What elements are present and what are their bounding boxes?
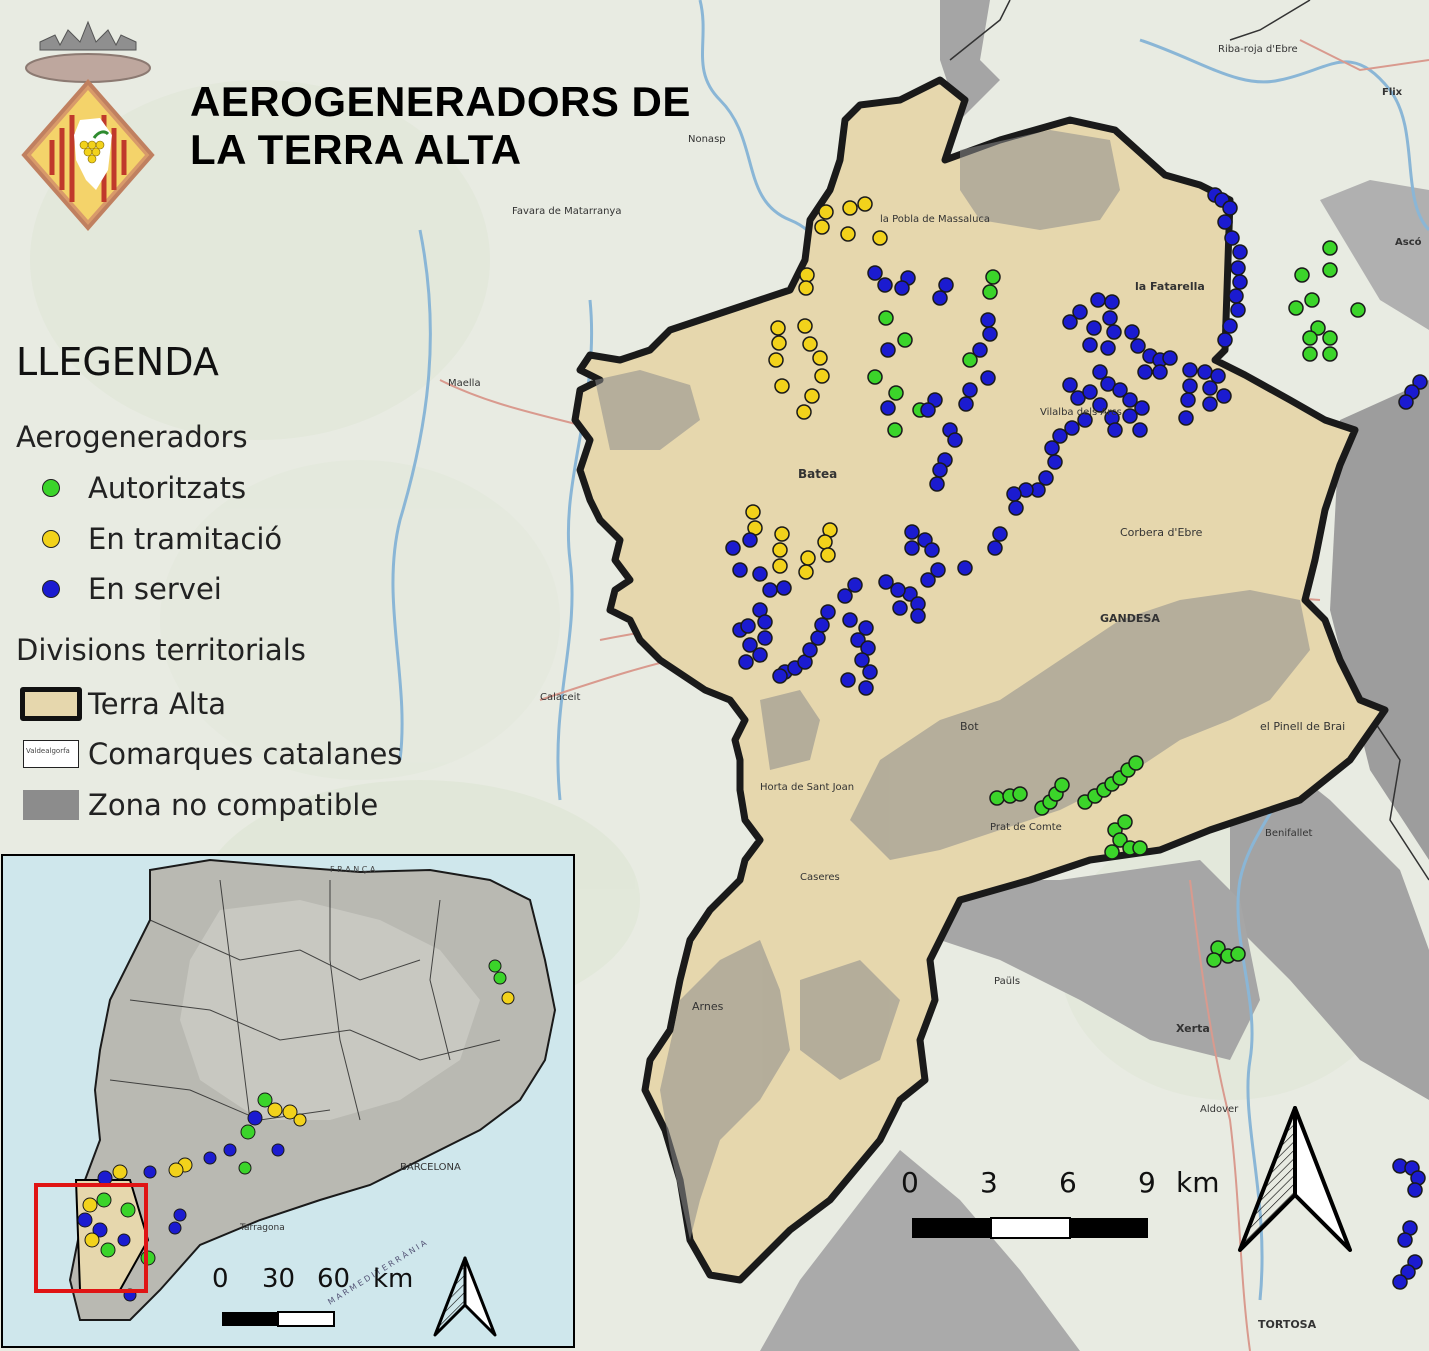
authorized-dot-icon [42,479,60,497]
north-arrow-icon [1238,1106,1352,1252]
label-flix: Flix [1382,87,1403,98]
comarques-swatch-icon: Valdealgorfa [23,740,79,768]
label-horta: Horta de Sant Joan [760,782,854,793]
terra-alta-swatch-icon [20,687,82,721]
legend-label-terra-alta: Terra Alta [88,687,226,721]
legend-item-authorized: Autoritzats [16,470,246,506]
legend-label-authorized: Autoritzats [88,471,247,505]
comarques-swatch-text: Valdealgorfa [26,747,70,755]
main-scale-unit: km [1176,1166,1220,1199]
no-compatible-zones [595,130,1310,1240]
label-vilalba: Vilalba dels Arcs [1040,407,1122,418]
inset-highlight-box [34,1183,148,1293]
label-tortosa: TORTOSA [1258,1318,1317,1331]
label-bot: Bot [960,720,979,733]
main-scale-tick-0: 0 [901,1166,919,1199]
inset-label-barcelona: BARCELONA [400,1162,461,1173]
inset-scale-tick-30: 30 [262,1264,296,1294]
label-benifallet: Benifallet [1265,828,1312,839]
legend-group-divisions: Divisions territorials [16,633,306,667]
legend-item-no-compatible: Zona no compatible [16,787,378,823]
label-asco: Ascó [1395,236,1422,248]
label-prat: Prat de Comte [990,822,1062,833]
turbines-authorized [867,240,1366,968]
label-corbera: Corbera d'Ebre [1120,526,1203,539]
inset-label-tarragona: Tarragona [239,1223,285,1233]
inset-frame [1,854,575,1348]
legend-heading: LLEGENDA [16,340,219,384]
title-line-1: AEROGENERADORS DE [190,78,691,125]
turbines-processing [745,196,888,580]
label-pauls: Paüls [994,976,1020,987]
label-batea: Batea [798,467,837,481]
in-service-dot-icon [42,580,60,598]
inset-scale-unit: km [373,1264,414,1294]
title-line-2: LA TERRA ALTA [190,126,522,173]
label-arnes: Arnes [692,1000,724,1013]
label-caseres: Caseres [800,872,840,883]
label-gandesa: GANDESA [1100,612,1160,625]
comarca-boundaries [949,0,1429,881]
inset-scale-bar [222,1311,335,1327]
no-compatible-swatch-icon [23,790,79,820]
label-xerta: Xerta [1176,1022,1210,1035]
inset-north-arrow-icon [433,1256,497,1337]
place-labels: la Fatarella la Pobla de Massaluca Batea… [448,44,1422,1331]
label-aldover: Aldover [1200,1104,1239,1115]
legend-label-processing: En tramitació [88,522,283,556]
grey-relief-zones [760,0,1429,1351]
coat-of-arms-icon [21,20,155,232]
legend-group-turbines: Aerogeneradors [16,420,248,454]
processing-dot-icon [42,530,60,548]
legend-label-in-service: En servei [88,572,222,606]
main-scale-tick-3: 3 [980,1166,998,1199]
legend-item-terra-alta: Terra Alta [16,686,226,722]
label-nonasp: Nonasp [688,134,726,145]
map-title: AEROGENERADORS DE LA TERRA ALTA [190,78,691,174]
inset-label-franca: F R A N Ç A [330,865,376,874]
main-scale-tick-9: 9 [1138,1166,1156,1199]
legend-label-no-compatible: Zona no compatible [88,788,379,822]
main-scale-tick-6: 6 [1059,1166,1077,1199]
legend-item-processing: En tramitació [16,521,282,557]
label-la-pobla: la Pobla de Massaluca [880,214,990,225]
label-favara: Favara de Matarranya [512,206,621,217]
turbines-in-service [725,187,1428,1290]
inset-scale-tick-60: 60 [317,1264,351,1294]
legend-item-in-service: En servei [16,571,222,607]
inset-scale-tick-0: 0 [212,1264,229,1294]
label-el-pinell: el Pinell de Brai [1260,720,1345,733]
main-scale-bar [912,1217,1148,1239]
label-calaceit: Calaceit [540,692,580,703]
label-riba-roja: Riba-roja d'Ebre [1218,44,1298,55]
label-la-fatarella: la Fatarella [1135,280,1205,293]
legend-label-comarques: Comarques catalanes [88,737,403,771]
inset-map: BARCELONA Tarragona F R A N Ç A M A R M … [2,855,574,1347]
label-maella: Maella [448,378,481,389]
legend-item-comarques: Valdealgorfa Comarques catalanes [16,736,402,772]
